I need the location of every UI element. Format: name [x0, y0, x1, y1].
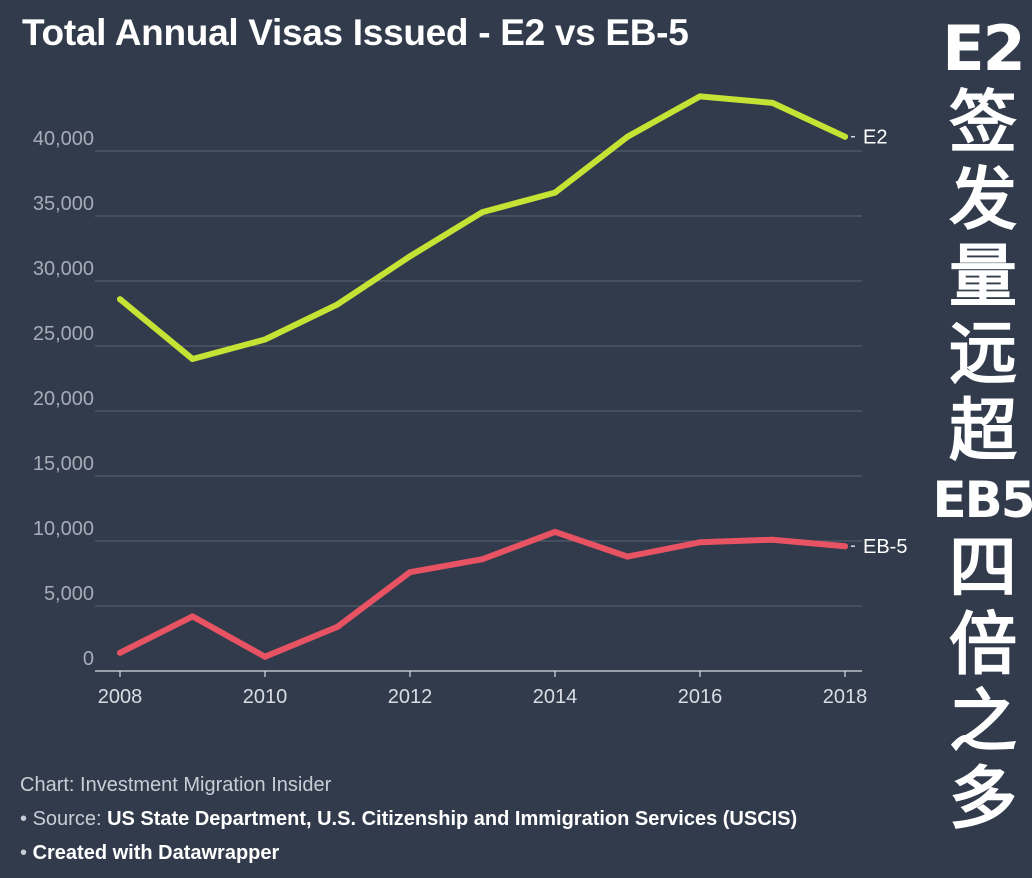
side-banner-glyph: 四 — [948, 529, 1017, 608]
data-point — [189, 613, 196, 620]
data-point — [117, 649, 123, 656]
gridlines — [95, 150, 862, 672]
x-tick-label: 2014 — [533, 686, 578, 708]
x-tick-label: 2008 — [98, 686, 143, 708]
x-tick-label: 2016 — [678, 686, 723, 708]
side-banner-glyph: 量 — [948, 238, 1017, 317]
chart-footer: Chart: Investment Migration Insider • So… — [20, 768, 797, 870]
series-label: E2 — [863, 127, 887, 149]
y-tick-label: 10,000 — [33, 518, 94, 540]
side-banner-glyph: 倍 — [948, 606, 1017, 685]
y-tick-label: 25,000 — [33, 323, 94, 345]
data-point — [624, 133, 631, 140]
data-point — [769, 536, 776, 543]
datawrapper-link[interactable]: Created with Datawrapper — [32, 842, 280, 864]
series-lines — [117, 93, 848, 660]
data-point — [697, 539, 703, 546]
data-point — [262, 653, 268, 660]
data-point — [334, 301, 341, 308]
data-point — [552, 189, 558, 196]
data-point — [334, 623, 341, 630]
created-with-line: • Created with Datawrapper — [20, 836, 797, 870]
source-link[interactable]: US State Department, U.S. Citizenship an… — [107, 808, 798, 830]
source-prefix: Source: — [32, 808, 108, 830]
y-tick-label: 0 — [83, 648, 94, 670]
y-tick-label: 20,000 — [33, 388, 94, 410]
side-banner-glyph: EB5 — [932, 471, 1032, 529]
source-line: • Source: US State Department, U.S. Citi… — [20, 802, 797, 836]
data-point — [842, 543, 848, 550]
y-tick-label: 35,000 — [33, 193, 94, 215]
data-point — [117, 296, 123, 303]
side-banner-glyph: 签 — [948, 84, 1017, 163]
side-banner-glyph: 远 — [948, 315, 1017, 394]
y-tick-label: 15,000 — [33, 453, 94, 475]
bullet: • — [20, 842, 28, 864]
data-point — [624, 553, 631, 560]
series-line-eb5 — [117, 528, 848, 660]
y-tick-label: 40,000 — [33, 128, 94, 150]
side-banner-glyph: 超 — [948, 392, 1017, 471]
side-banner-caption: E2 签发量远超 EB5 四倍之多 — [932, 12, 1032, 868]
series-line-e2 — [117, 93, 848, 362]
series-labels: E2 EB-5 — [851, 127, 907, 558]
y-axis-ticks: 0 5,000 10,000 15,000 20,000 25,000 30,000 35,0… — [33, 128, 94, 670]
x-tick-label: 2012 — [388, 686, 433, 708]
data-point — [479, 556, 486, 563]
x-tick-label: 2010 — [243, 686, 288, 708]
side-banner-glyph: E2 — [942, 12, 1025, 85]
data-point — [479, 209, 486, 216]
side-banner-glyph: 发 — [948, 161, 1017, 240]
y-tick-label: 30,000 — [33, 258, 94, 280]
side-banner-glyph: 之 — [948, 683, 1017, 762]
data-point — [262, 336, 268, 343]
bullet: • — [20, 808, 28, 830]
data-point — [189, 356, 196, 362]
data-point — [697, 93, 703, 100]
x-axis-ticks: 2008 2010 2012 2014 2016 2018 — [98, 671, 868, 708]
data-point — [769, 99, 776, 106]
y-tick-label: 5,000 — [44, 583, 94, 605]
side-banner-glyph: 多 — [948, 760, 1017, 839]
data-point — [407, 253, 413, 260]
series-label: EB-5 — [863, 536, 907, 558]
x-tick-label: 2018 — [823, 686, 868, 708]
data-point — [552, 528, 558, 535]
chart-credit: Chart: Investment Migration Insider — [20, 774, 332, 796]
data-point — [842, 133, 848, 140]
chart-title: Total Annual Visas Issued - E2 vs EB-5 — [22, 12, 689, 53]
data-point — [407, 569, 413, 576]
